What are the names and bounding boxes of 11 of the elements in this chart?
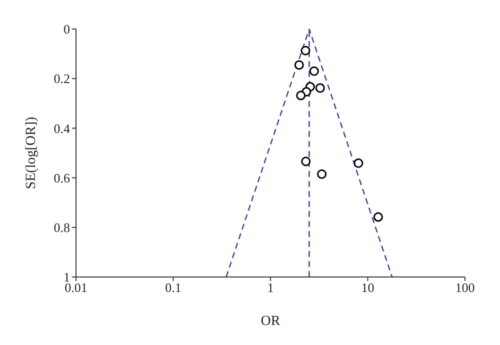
x-tick-label: 1 [267,280,274,296]
y-tick-label: 0.6 [54,170,70,186]
y-tick-label: 0.8 [54,220,70,236]
y-tick-label: 0 [64,22,70,37]
y-tick-label: 0.4 [54,120,70,136]
x-tick-label: 100 [455,280,475,296]
y-axis-title: SE(log[OR]) [24,116,39,190]
x-axis-title: OR [260,314,281,329]
x-tick-label: 0.1 [165,280,182,296]
y-tick-label: 0.2 [54,71,70,86]
x-tick-label: 10 [361,280,374,296]
